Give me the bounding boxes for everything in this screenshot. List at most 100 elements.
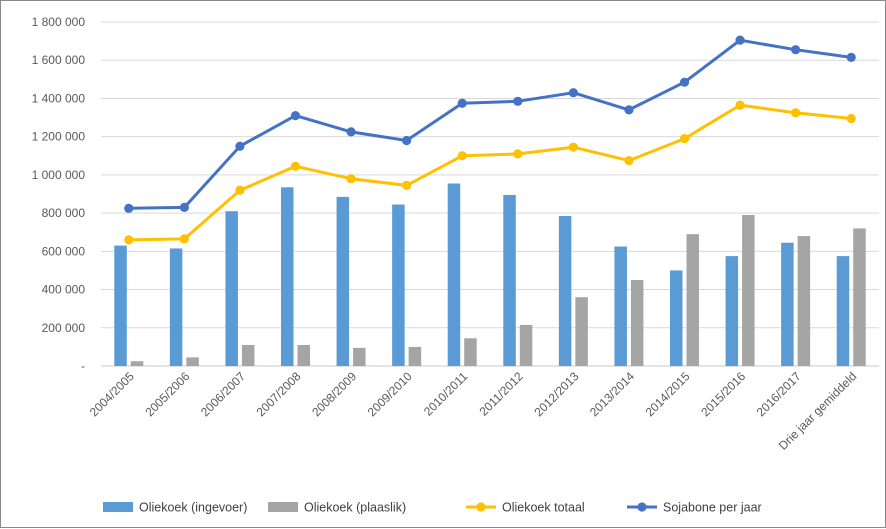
line-point [513,149,523,159]
line-series-oliekoek-totaal [124,100,856,245]
bar-series-oliekoek-plaaslik [130,215,866,366]
y-tick-label: 600 000 [42,244,86,258]
line-point [791,45,801,55]
line-point [846,113,856,124]
line-point [735,35,745,45]
legend-item-sojabone-per-jaar: Sojabone per jaar [627,501,762,515]
series-line [128,38,852,210]
y-tick-label: 1 200 000 [32,130,86,144]
legend-label: Oliekoek (plaaslik) [304,501,406,515]
line-point [568,142,578,152]
legend-swatch-marker [476,502,486,512]
bar [408,346,422,366]
legend-swatch-marker [637,502,647,512]
line-point [791,108,801,118]
legend: Oliekoek (ingevoer) Oliekoek (plaaslik) Ol… [103,501,762,515]
line-point [346,127,356,137]
x-tick-label: 2006/2007 [198,369,248,419]
line-point [402,180,412,190]
x-tick-label: 2016/2017 [754,369,804,419]
bar [742,215,755,366]
bar [336,196,350,366]
x-axis-tick-labels: 2004/2005 2005/2006 2006/2007 2007/2008 2008… [87,369,859,453]
legend-label: Sojabone per jaar [663,501,762,515]
bar-series-oliekoek-ingevoer [114,183,850,366]
line-point [735,100,745,110]
bar [225,211,238,366]
legend-swatch [103,502,133,512]
bar [130,361,144,366]
line-point [513,96,523,106]
y-tick-label: 400 000 [42,283,86,297]
bar [686,234,699,366]
line-point [179,234,189,244]
x-tick-label: 2009/2010 [365,369,415,419]
bar [281,187,294,366]
x-tick-label: 2011/2012 [477,369,527,419]
bar [853,228,866,366]
y-tick-label: 800 000 [42,206,86,220]
y-axis-tick-labels: - 200 000 400 000 600 000 800 000 1 000 000 1 … [32,15,86,373]
bar [241,344,255,366]
line-point [290,111,301,121]
line-point [402,135,412,146]
bar [169,248,183,366]
line-series [124,35,856,245]
bar-series [114,183,866,366]
x-tick-label: 2008/2009 [309,369,359,419]
line-point [179,202,189,212]
bar [614,246,627,366]
line-series-sojabone-per-jaar [124,35,856,213]
line-point [124,235,134,245]
line-point [235,141,245,151]
legend-swatch [268,502,298,512]
x-tick-label: 2004/2005 [87,369,137,419]
bar [836,256,850,366]
bar [519,324,533,366]
line-point [679,133,690,144]
line-point [624,105,634,115]
x-tick-label: 2012/2013 [531,369,581,419]
bar [392,204,405,366]
bar [447,183,461,366]
bar [503,194,516,366]
line-point [235,185,245,195]
bar [558,215,572,366]
y-tick-label: 1 800 000 [32,15,86,29]
line-point [346,174,356,184]
y-tick-label: - [81,359,85,373]
line-point [624,155,634,166]
bar [353,347,366,366]
bar [670,270,683,366]
gridlines [101,21,879,367]
bar [797,236,811,366]
bar [575,297,588,366]
y-tick-label: 1 600 000 [32,53,86,67]
bar [186,357,199,366]
line-point [290,161,301,171]
line-point [457,151,467,161]
legend-item-oliekoek-plaaslik: Oliekoek (plaaslik) [268,501,406,515]
legend-item-oliekoek-ingevoer: Oliekoek (ingevoer) [103,501,247,515]
legend-label: Oliekoek totaal [502,501,585,515]
bar [725,256,739,366]
series-line [128,103,852,242]
bar [464,338,477,366]
line-point [679,77,690,87]
x-tick-label: 2007/2008 [254,369,304,419]
x-tick-label: 2010/2011 [421,369,471,419]
y-tick-label: 1 000 000 [32,168,86,182]
bar [781,242,794,366]
bar [297,344,310,366]
legend-item-oliekoek-totaal: Oliekoek totaal [466,501,585,515]
x-tick-label: 2014/2015 [643,369,693,419]
y-tick-label: 200 000 [42,321,86,335]
bar [630,280,644,366]
line-point [124,203,134,213]
x-tick-label: 2005/2006 [142,369,192,419]
line-point [457,98,467,108]
x-tick-label: 2015/2016 [698,369,748,419]
y-tick-label: 1 400 000 [32,91,86,105]
